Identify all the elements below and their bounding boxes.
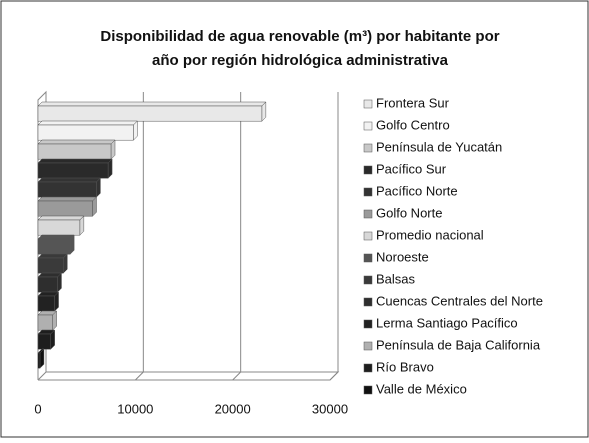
- bar-top: [37, 196, 98, 202]
- x-tick-label: 20000: [215, 401, 251, 416]
- bar-top: [37, 253, 68, 259]
- legend-swatch: [363, 253, 373, 263]
- legend-swatch: [363, 187, 373, 197]
- x-tick-label: 30000: [312, 401, 348, 416]
- bar: [37, 143, 112, 160]
- legend-label: Valle de México: [376, 381, 467, 396]
- legend-swatch: [363, 209, 373, 219]
- bar: [37, 105, 263, 122]
- bar: [37, 238, 71, 255]
- bar: [37, 200, 93, 217]
- legend-swatch: [363, 143, 373, 153]
- bar: [37, 314, 53, 331]
- bar: [37, 295, 55, 312]
- legend-swatch: [363, 341, 373, 351]
- grid-line: [232, 92, 242, 381]
- bar-top: [37, 101, 267, 107]
- grid-line: [329, 92, 339, 381]
- legend-label: Golfo Centro: [376, 117, 450, 132]
- bar: [37, 219, 81, 236]
- legend-label: Península de Yucatán: [376, 139, 502, 154]
- bar-top: [37, 215, 85, 221]
- legend-swatch: [363, 319, 373, 329]
- bar-top: [37, 158, 113, 164]
- bar: [37, 333, 51, 350]
- legend-label: Cuencas Centrales del Norte: [376, 293, 543, 308]
- bar: [37, 257, 64, 274]
- bar: [37, 352, 41, 369]
- legend-label: Promedio nacional: [376, 227, 484, 242]
- x-tick-label: 10000: [117, 401, 153, 416]
- bar-top: [37, 177, 102, 183]
- legend-swatch: [363, 231, 373, 241]
- legend-label: Golfo Norte: [376, 205, 442, 220]
- chart-title: Disponibilidad de agua renovable (m³) po…: [100, 28, 499, 45]
- legend-label: Frontera Sur: [376, 95, 450, 110]
- legend-label: Noroeste: [376, 249, 429, 264]
- grid-line: [134, 92, 144, 381]
- bar: [37, 181, 97, 198]
- legend-label: Lerma Santiago Pacífico: [376, 315, 518, 330]
- legend-label: Balsas: [376, 271, 416, 286]
- legend-swatch: [363, 121, 373, 131]
- legend-label: Río Bravo: [376, 359, 434, 374]
- bar-top: [37, 234, 75, 240]
- bar: [37, 124, 134, 141]
- legend-swatch: [363, 297, 373, 307]
- bar: [37, 276, 58, 293]
- bar-top: [37, 139, 116, 145]
- legend-swatch: [363, 165, 373, 175]
- bar-top: [37, 120, 138, 126]
- x-tick-label: 0: [34, 401, 41, 416]
- legend-label: Pacífico Norte: [376, 183, 458, 198]
- legend-label: Pacífico Sur: [376, 161, 447, 176]
- legend-swatch: [363, 275, 373, 285]
- chart-title: año por región hidrológica administrativ…: [152, 52, 449, 69]
- legend-swatch: [363, 363, 373, 373]
- bar: [37, 162, 109, 179]
- legend-swatch: [363, 99, 373, 109]
- legend-label: Península de Baja California: [376, 337, 541, 352]
- legend-swatch: [363, 385, 373, 395]
